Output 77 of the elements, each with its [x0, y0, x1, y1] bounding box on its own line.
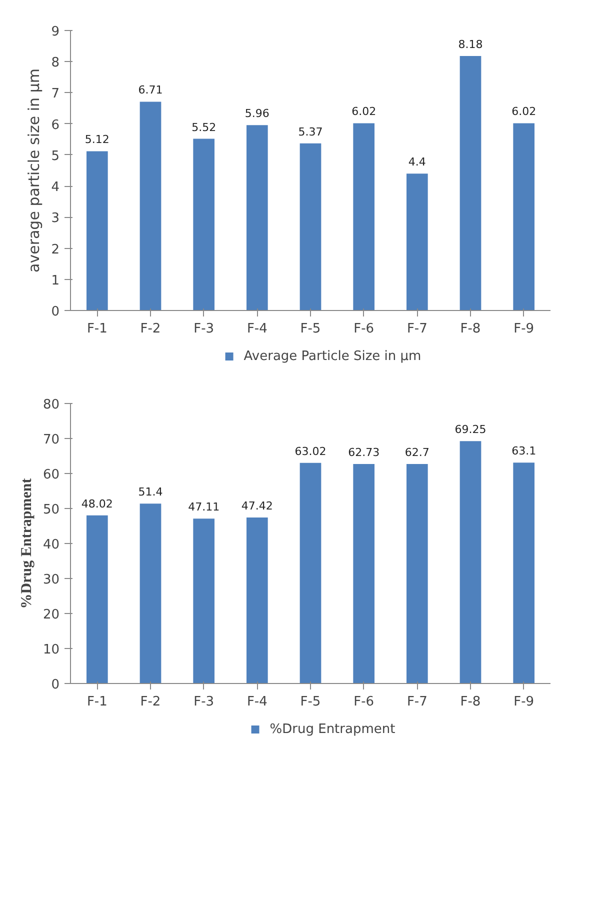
bar	[140, 504, 162, 684]
x-tick-label: F-8	[460, 322, 481, 336]
x-tick-label: F-1	[86, 322, 108, 336]
x-tick-label: F-4	[246, 322, 268, 336]
bar	[246, 125, 268, 310]
y-tick-label: 20	[42, 608, 60, 622]
y-axis-title: %Drug Entrapment	[18, 478, 35, 609]
y-tick-label: 4	[51, 180, 60, 196]
bar	[353, 464, 374, 684]
x-tick-label: F-5	[300, 322, 321, 336]
bar	[86, 151, 108, 310]
data-label: 47.11	[188, 500, 220, 514]
data-label: 5.96	[244, 107, 270, 120]
data-label: 5.37	[298, 125, 323, 138]
y-tick-label: 3	[51, 211, 60, 226]
data-label: 6.71	[138, 84, 163, 97]
x-tick-label: F-5	[300, 694, 321, 710]
y-tick-label: 5	[51, 148, 60, 164]
bar	[193, 518, 214, 684]
y-tick-label: 70	[42, 432, 60, 448]
data-label: 4.4	[408, 156, 426, 169]
x-tick-label: F-9	[514, 322, 534, 336]
bar	[460, 56, 482, 310]
y-tick-label: 40	[42, 538, 60, 552]
y-tick-label: 2	[51, 242, 60, 258]
data-label: 62.73	[348, 446, 380, 459]
bar	[300, 462, 322, 684]
y-tick-label: 6	[51, 118, 60, 133]
bar	[140, 102, 162, 310]
x-tick-label: F-8	[460, 694, 481, 710]
bar	[300, 143, 322, 310]
x-tick-label: F-7	[406, 694, 428, 710]
bar	[193, 138, 214, 310]
x-tick-label: F-6	[354, 322, 374, 336]
bar	[513, 462, 534, 684]
y-tick-label: 8	[51, 56, 60, 71]
data-label: 6.02	[512, 105, 536, 118]
bar	[513, 123, 534, 310]
y-tick-label: 60	[42, 468, 60, 482]
x-tick-label: F-7	[406, 322, 428, 336]
x-tick-label: F-9	[514, 694, 534, 710]
x-tick-label: F-2	[140, 322, 161, 336]
data-label: 48.02	[81, 497, 113, 510]
bar	[353, 123, 374, 310]
data-label: 69.25	[454, 423, 486, 436]
x-tick-label: F-4	[246, 694, 268, 710]
bar	[86, 515, 108, 684]
y-tick-label: 10	[42, 642, 60, 658]
data-label: 6.02	[352, 105, 376, 118]
data-label: 62.7	[404, 446, 430, 460]
bar	[460, 441, 482, 684]
bar	[406, 174, 428, 310]
x-tick-label: F-1	[86, 694, 108, 710]
data-label: 5.12	[84, 133, 110, 146]
data-label: 63.02	[294, 444, 326, 458]
x-tick-label: F-2	[140, 694, 161, 710]
x-tick-label: F-3	[194, 694, 214, 710]
data-label: 5.52	[192, 120, 216, 134]
data-label: 8.18	[458, 38, 483, 52]
bar	[406, 464, 428, 684]
y-tick-label: 30	[42, 572, 60, 588]
y-axis-title: average particle size in µm	[25, 68, 44, 272]
x-tick-label: F-6	[354, 694, 374, 710]
y-tick-label: 9	[51, 24, 60, 40]
y-tick-label: 1	[51, 273, 60, 288]
legend-label: %Drug Entrapment	[270, 722, 396, 736]
y-tick-label: 50	[42, 502, 60, 518]
data-label: 47.42	[241, 500, 273, 513]
y-tick-label: 0	[51, 678, 60, 692]
y-tick-label: 0	[51, 304, 60, 320]
x-tick-label: F-3	[194, 322, 214, 336]
y-tick-label: 80	[42, 398, 60, 412]
bar	[246, 518, 268, 684]
legend-label: Average Particle Size in µm	[244, 348, 422, 364]
data-label: 51.4	[138, 486, 163, 499]
data-label: 63.1	[512, 444, 536, 458]
y-tick-label: 7	[51, 86, 60, 102]
